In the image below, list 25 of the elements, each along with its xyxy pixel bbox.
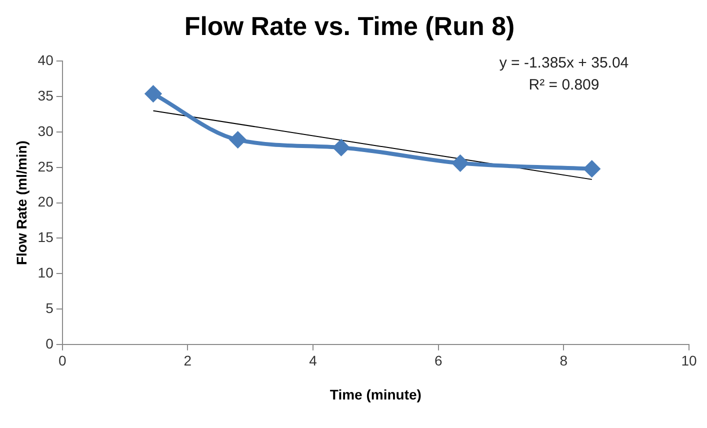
annotation: R² = 0.809: [528, 76, 600, 94]
y-tick-label: 5: [46, 300, 54, 316]
point: [230, 132, 246, 148]
y-tick-label: 15: [38, 229, 54, 246]
x-tick-label: 4: [309, 352, 318, 369]
point: [145, 86, 162, 102]
chart-title: Flow Rate vs. Time (Run 8): [184, 10, 515, 41]
x-tick-label: 6: [434, 352, 442, 369]
y-tick-label: 25: [38, 158, 54, 174]
y-tick-label: 0: [46, 335, 54, 352]
point: [584, 160, 600, 177]
y-axis-title: Flow Rate (ml/min): [13, 140, 30, 266]
y-tick-label: 35: [38, 87, 54, 104]
annotation: y = -1.385x + 35.04: [499, 54, 629, 72]
y-tick-label: 20: [38, 194, 54, 210]
point: [452, 155, 468, 172]
point: [333, 140, 350, 156]
x-tick-label: 0: [58, 352, 66, 369]
x-tick-label: 2: [184, 352, 192, 369]
x-tick-label: 8: [560, 352, 568, 369]
y-tick-label: 40: [38, 52, 54, 68]
y-tick-label: 10: [38, 264, 54, 280]
y-tick-label: 30: [38, 122, 54, 139]
x-axis-title: Time (minute): [330, 386, 422, 402]
x-tick-label: 10: [681, 352, 697, 369]
